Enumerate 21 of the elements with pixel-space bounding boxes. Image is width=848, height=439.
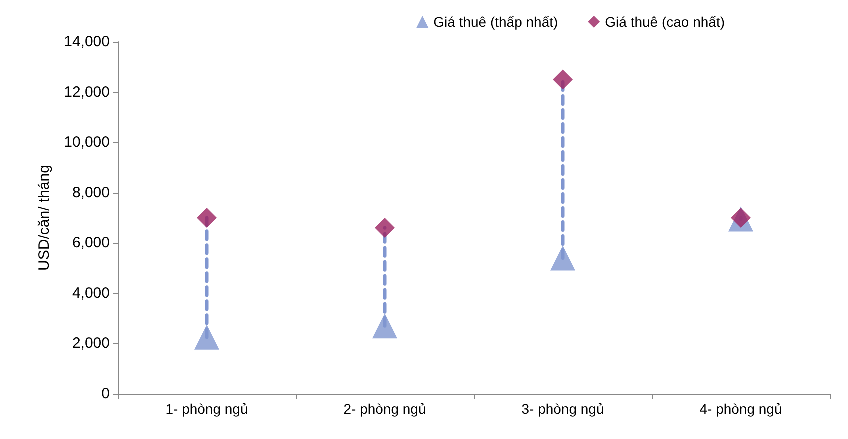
y-tick-label: 4,000 [72,284,110,302]
point [375,218,395,238]
x-tick-label: 2- phòng ngủ [344,401,426,417]
point [550,246,576,271]
x-tick-label: 4- phòng ngủ [700,401,782,417]
y-tick-label: 12,000 [64,84,110,101]
x-tick-label: 3- phòng ngủ [522,401,604,417]
y-tick-label: 10,000 [64,134,110,152]
legend-label: Giá thuê (thấp nhất) [434,14,558,30]
y-tick-label: 8,000 [72,184,110,202]
y-tick-label: 0 [102,386,110,402]
point [194,324,220,350]
y-tick-label: 2,000 [72,335,110,352]
y-axis-title: USD/căn/ tháng [36,165,53,271]
y-tick-label: 6,000 [72,234,110,252]
point [372,314,398,339]
x-tick-label: 1- phòng ngủ [166,401,248,417]
y-tick-label: 14,000 [64,34,110,50]
legend-label: Giá thuê (cao nhất) [605,14,726,30]
point [553,70,573,90]
point [197,208,217,228]
